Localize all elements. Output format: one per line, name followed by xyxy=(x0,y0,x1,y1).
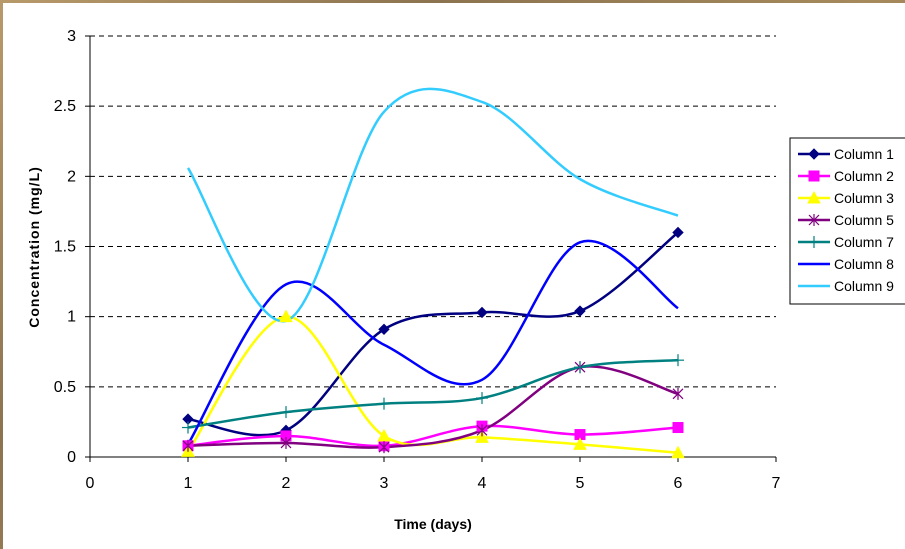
y-tick-label: 0.5 xyxy=(54,379,76,396)
data-point-3 xyxy=(475,430,489,443)
data-point-5 xyxy=(182,421,194,434)
data-point-4 xyxy=(182,439,194,452)
chart-area: 0 0.5 1 1.5 2 2.5 3 0 1 2 3 4 5 6 7 Time (days) Concen… xyxy=(3,3,905,549)
data-point-4 xyxy=(476,424,488,437)
axes: 0 0.5 1 1.5 2 2.5 3 0 1 2 3 4 5 6 7 xyxy=(54,28,781,492)
data-point-1 xyxy=(672,226,684,239)
data-point-3 xyxy=(573,437,587,450)
legend-label: Column 5 xyxy=(834,212,894,228)
legend-marker xyxy=(808,236,820,248)
x-tick-label: 1 xyxy=(184,475,193,492)
legend-label: Column 8 xyxy=(834,256,894,272)
x-tick-label: 4 xyxy=(478,475,487,492)
data-point-4 xyxy=(378,441,390,454)
line-chart: 0 0.5 1 1.5 2 2.5 3 0 1 2 3 4 5 6 7 Time (days) Concen… xyxy=(26,28,905,532)
x-tick-label: 6 xyxy=(674,475,683,492)
y-tick-label: 2 xyxy=(67,168,76,185)
legend-marker xyxy=(808,148,820,160)
data-point-5 xyxy=(672,354,684,367)
data-point-3 xyxy=(279,309,293,323)
x-tick-label: 3 xyxy=(380,475,389,492)
y-tick-label: 1.5 xyxy=(54,239,76,256)
legend-label: Column 1 xyxy=(834,146,894,162)
series-lines xyxy=(186,87,679,455)
y-tick-label: 2.5 xyxy=(54,98,76,115)
x-tick-label: 0 xyxy=(86,475,95,492)
series-line-6 xyxy=(186,239,679,446)
data-point-4 xyxy=(280,436,292,449)
data-point-5 xyxy=(476,392,488,405)
y-tick-label: 3 xyxy=(67,28,76,45)
legend-marker xyxy=(808,214,820,226)
gridlines xyxy=(90,35,776,388)
data-point-1 xyxy=(378,323,390,336)
data-point-5 xyxy=(574,361,586,374)
data-point-1 xyxy=(476,306,488,319)
x-tick-label: 2 xyxy=(282,475,291,492)
series-markers xyxy=(181,226,685,459)
series-line-2 xyxy=(187,424,679,448)
series-line-4 xyxy=(187,365,679,449)
y-axis-title: Concentration (mg/L) xyxy=(26,166,42,328)
data-point-5 xyxy=(378,397,390,410)
x-tick-label: 7 xyxy=(772,475,781,492)
data-point-4 xyxy=(672,387,684,400)
series-line-7 xyxy=(186,87,679,323)
legend-label: Column 2 xyxy=(834,168,894,184)
legend-marker xyxy=(807,190,821,204)
x-tick-label: 5 xyxy=(576,475,585,492)
legend-marker xyxy=(808,170,820,182)
x-axis-title: Time (days) xyxy=(394,516,472,532)
data-point-2 xyxy=(672,422,684,434)
legend-label: Column 9 xyxy=(834,278,894,294)
series-line-1 xyxy=(187,231,679,437)
series-line-5 xyxy=(187,358,679,429)
data-point-1 xyxy=(574,305,586,317)
data-point-5 xyxy=(280,406,292,419)
data-point-3 xyxy=(671,445,685,459)
legend: Column 1 Column 2 Column 3 Column 5 Column 7… xyxy=(789,137,905,305)
legend-label: Column 3 xyxy=(834,190,894,206)
legend-label: Column 7 xyxy=(834,234,894,250)
data-point-3 xyxy=(377,428,391,442)
y-tick-label: 1 xyxy=(67,309,76,326)
y-tick-label: 0 xyxy=(67,449,76,466)
